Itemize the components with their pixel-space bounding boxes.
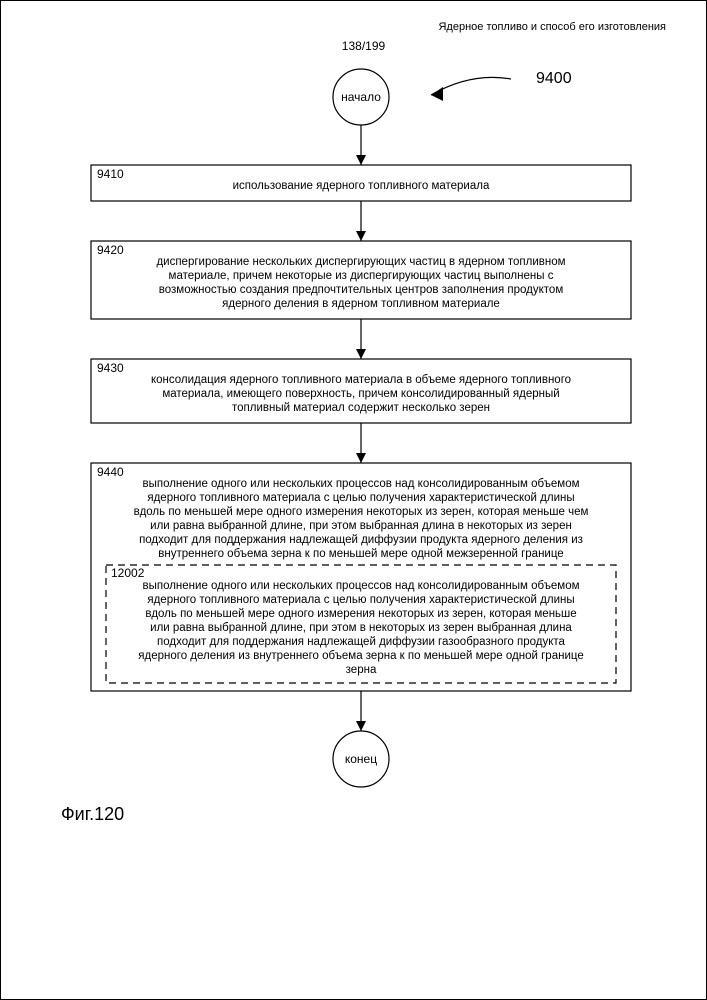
box-text-12002: ядерного топливного материала с целью по… <box>147 594 574 606</box>
box-text-9420: материале, причем некоторые из диспергир… <box>169 270 554 282</box>
box-text-12002: вдоль по меньшей мере одного измерения н… <box>145 608 576 620</box>
flowchart-svg: начало 9400 9410 использование ядерного топ… <box>61 59 661 793</box>
box-text-12002: или равна выбранной длине, при этом в не… <box>150 622 572 634</box>
arrowhead-icon <box>356 349 366 359</box>
flowchart-container: начало 9400 9410 использование ядерного топ… <box>61 59 666 798</box>
page: Ядерное топливо и способ его изготовлени… <box>0 0 707 1000</box>
box-text-9420: ядерного деления в ядерном топливном мат… <box>222 298 500 310</box>
page-number: 138/199 <box>61 39 666 53</box>
figure-caption: Фиг.120 <box>61 804 666 825</box>
document-title: Ядерное топливо и способ его изготовлени… <box>61 21 666 33</box>
box-text-9430: материала, имеющего поверхность, причем … <box>162 388 559 400</box>
arrowhead-icon <box>356 721 366 731</box>
end-label: конец <box>345 752 377 766</box>
box-tag-9410: 9410 <box>97 167 124 181</box>
arrowhead-icon <box>356 453 366 463</box>
start-label: начало <box>341 90 381 104</box>
box-text-9440: подходит для поддержания надлежащей дифф… <box>139 534 583 546</box>
box-text-12002: выполнение одного или нескольких процесс… <box>142 580 579 592</box>
box-text-9420: диспергирование нескольких диспергирующи… <box>156 256 565 268</box>
box-text-9440: выполнение одного или нескольких процесс… <box>142 478 579 490</box>
arrowhead-icon <box>431 87 443 101</box>
arrowhead-icon <box>356 155 366 165</box>
box-text-9440: ядерного топливного материала с целью по… <box>147 492 574 504</box>
box-text-12002: подходит для поддержания надлежащей дифф… <box>157 636 565 648</box>
box-text-12002: зерна <box>346 664 377 676</box>
box-text-9440: вдоль по меньшей мере одного измерения н… <box>134 506 589 518</box>
box-text-9420: возможностью создания предпочтительных ц… <box>159 284 564 296</box>
box-tag-9420: 9420 <box>97 243 124 257</box>
box-tag-9440: 9440 <box>97 465 124 479</box>
box-text-9440: или равна выбранной длине, при этом выбр… <box>150 520 572 532</box>
box-text-9430: консолидация ядерного топливного материа… <box>151 374 571 386</box>
box-text-9430: топливный материал содержит несколько зе… <box>232 402 490 414</box>
arrowhead-icon <box>356 231 366 241</box>
box-tag-12002: 12002 <box>111 566 145 580</box>
box-text-9440: внутреннего объема зерна к по меньшей ме… <box>158 548 563 560</box>
box-text-12002: ядерного деления из внутреннего объема з… <box>138 650 583 662</box>
box-text-9410: использование ядерного топливного матери… <box>233 180 490 192</box>
reference-label: 9400 <box>536 70 572 87</box>
box-tag-9430: 9430 <box>97 361 124 375</box>
